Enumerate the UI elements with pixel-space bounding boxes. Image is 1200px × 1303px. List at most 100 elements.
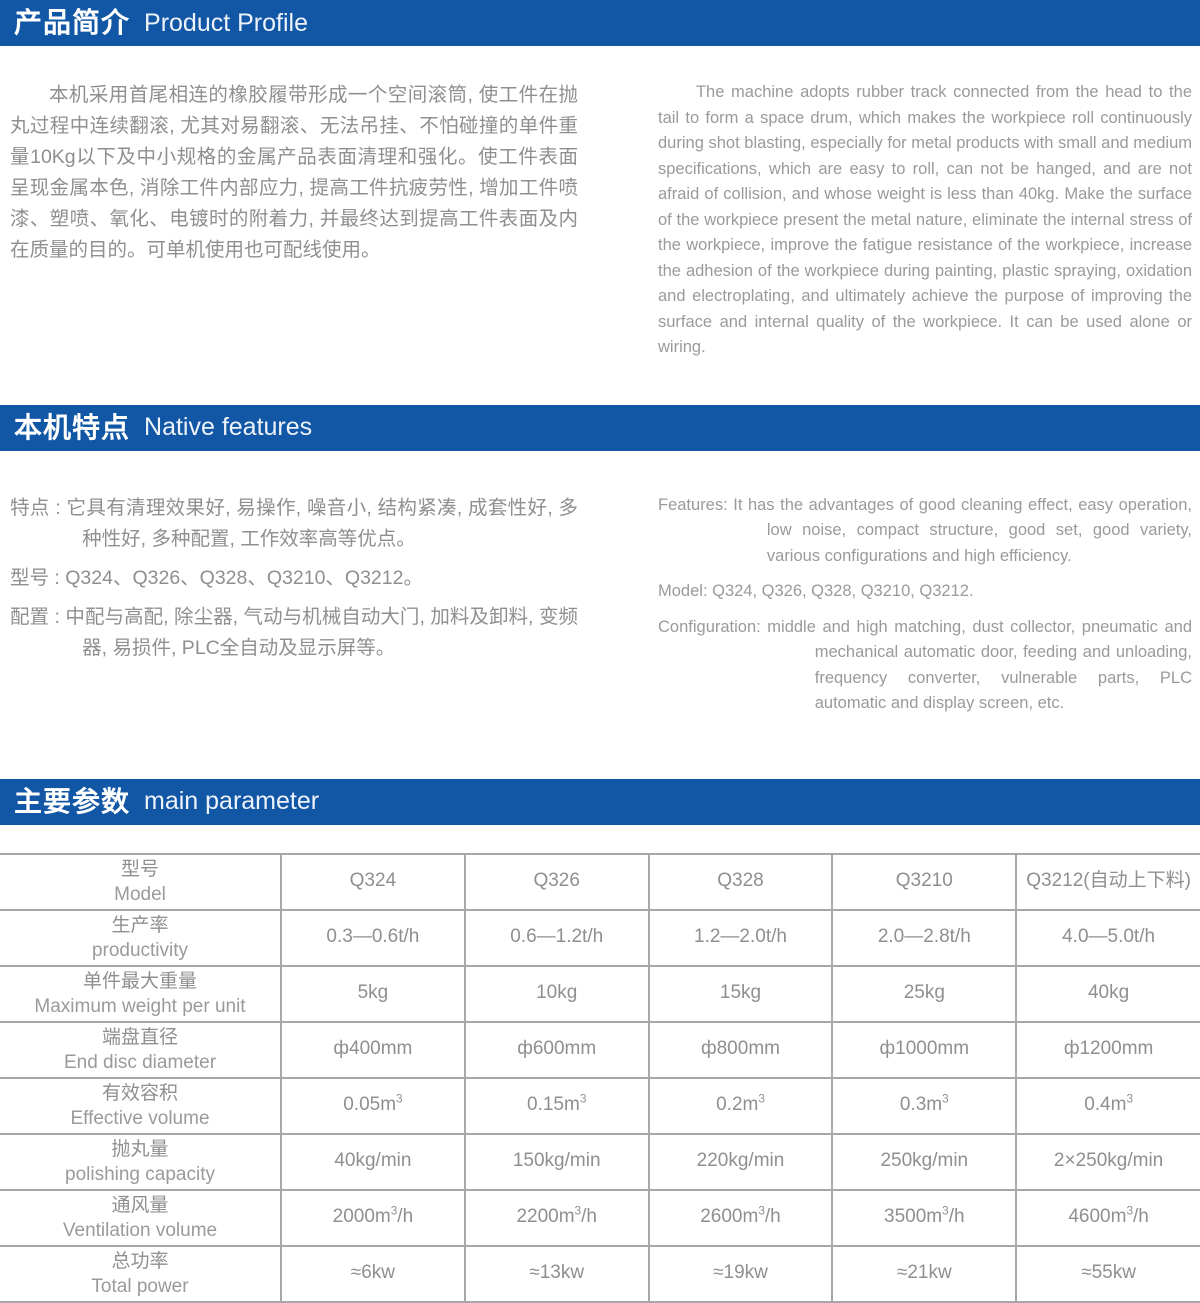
table-row-label-en: End disc diameter (63, 1051, 217, 1073)
table-row-label-cn: 单件最大重量 (82, 970, 197, 992)
table-cell: Q3212(自动上下料) (1015, 852, 1200, 911)
superscript: 3 (574, 1204, 582, 1218)
table-row: 通风量 Ventilation volume 2000m3/h 2200m3/h 260… (0, 1188, 1200, 1247)
table-cell: ф1000mm (831, 1020, 1017, 1079)
table-cell: 40kg (1015, 964, 1200, 1023)
table-row-label-cn: 总功率 (111, 1250, 169, 1272)
table-row-label-cn: 抛丸量 (111, 1138, 169, 1160)
table-row-label-en: productivity (91, 939, 189, 961)
table-cell: ≈21kw (831, 1244, 1017, 1303)
product-profile-cn-column: 本机采用首尾相连的橡胶履带形成一个空间滚筒, 使工件在抛丸过程中连续翻滚, 尤其… (0, 66, 600, 361)
table-cell: 2×250kg/min (1015, 1132, 1200, 1191)
table-cell: 2.0—2.8t/h (831, 908, 1017, 967)
section-header-main-parameter: 主要参数 main parameter (0, 778, 1200, 825)
parameter-table-body: 型号 Model Q324 Q326 Q328 Q3210 Q3212(自动上下料) 生产率 p… (0, 852, 1200, 1303)
table-row-label: 有效容积 Effective volume (0, 1076, 281, 1135)
table-row-label-cn: 生产率 (111, 914, 169, 936)
superscript: 3 (390, 1204, 398, 1218)
table-cell: 10kg (463, 964, 649, 1023)
product-profile-en-column: The machine adopts rubber track connecte… (600, 66, 1200, 361)
table-cell: 250kg/min (831, 1132, 1017, 1191)
table-cell: 0.3—0.6t/h (280, 908, 465, 967)
table-cell: 3500m3/h (831, 1188, 1017, 1247)
superscript: 3 (942, 1092, 949, 1106)
table-cell: 4.0—5.0t/h (1015, 908, 1200, 967)
feature-item-cn: 型号 : Q324、Q326、Q328、Q3210、Q3212。 (10, 566, 423, 589)
native-features-cn-column: 特点 : 它具有清理效果好, 易操作, 噪音小, 结构紧凑, 成套性好, 多种性… (0, 479, 600, 717)
feature-item-cn: 配置 : 中配与高配, 除尘器, 气动与机械自动大门, 加料及卸料, 变频器, … (10, 605, 578, 659)
section-title-cn: 本机特点 (14, 411, 131, 443)
table-cell: 15kg (647, 964, 833, 1023)
feature-item-en: Features: It has the advantages of good … (658, 495, 1192, 565)
spacer (0, 46, 1200, 66)
table-row: 有效容积 Effective volume 0.05m3 0.15m3 0.2m3 0.3… (0, 1076, 1200, 1135)
table-cell: Q324 (280, 852, 465, 911)
table-cell: ф1200mm (1015, 1020, 1200, 1079)
section-title-en: Product Profile (144, 8, 308, 37)
section-title-en: Native features (144, 413, 313, 441)
spacer (0, 361, 1200, 405)
section-title-en: main parameter (144, 787, 320, 815)
table-cell: ≈13kw (463, 1244, 649, 1303)
superscript: 3 (396, 1092, 403, 1106)
section-title-cn: 主要参数 (14, 785, 131, 817)
table-row: 端盘直径 End disc diameter ф400mm ф600mm ф800mm ф… (0, 1020, 1200, 1079)
table-row: 型号 Model Q324 Q326 Q328 Q3210 Q3212(自动上下料) (0, 852, 1200, 911)
table-cell: 40kg/min (280, 1132, 465, 1191)
superscript: 3 (758, 1092, 765, 1106)
table-row-label: 总功率 Total power (0, 1244, 281, 1303)
table-row-label-cn: 端盘直径 (101, 1026, 178, 1048)
table-cell: ф400mm (280, 1020, 465, 1079)
table-row-label: 单件最大重量 Maximum weight per unit (0, 964, 281, 1023)
section-title-cn: 产品简介 (14, 7, 131, 38)
table-cell: 1.2—2.0t/h (647, 908, 833, 967)
table-row-label-en: Ventilation volume (62, 1219, 218, 1241)
table-cell: 220kg/min (647, 1132, 833, 1191)
product-profile-paragraph-en: The machine adopts rubber track connecte… (658, 83, 1192, 356)
spacer (0, 825, 1200, 853)
feature-item-en: Model: Q324, Q326, Q328, Q3210, Q3212. (658, 582, 974, 600)
superscript: 3 (579, 1092, 587, 1106)
table-row-label-en: Total power (91, 1275, 189, 1297)
superscript: 3 (1126, 1204, 1133, 1218)
table-cell: ф800mm (647, 1020, 833, 1079)
table-row-label: 通风量 Ventilation volume (0, 1188, 281, 1247)
product-profile-columns: 本机采用首尾相连的橡胶履带形成一个空间滚筒, 使工件在抛丸过程中连续翻滚, 尤其… (0, 66, 1200, 361)
table-cell: ф600mm (463, 1020, 649, 1079)
superscript: 3 (942, 1204, 949, 1218)
table-cell: 4600m3/h (1015, 1188, 1200, 1247)
table-cell: ≈19kw (647, 1244, 833, 1303)
table-cell: Q3210 (831, 852, 1017, 911)
table-row-label-cn: 型号 (120, 858, 159, 880)
table-row: 生产率 productivity 0.3—0.6t/h 0.6—1.2t/h 1.2—2… (0, 908, 1200, 967)
table-row-label-en: polishing capacity (65, 1163, 215, 1185)
table-row: 总功率 Total power ≈6kw ≈13kw ≈19kw ≈21kw ≈55kw (0, 1244, 1200, 1303)
table-row-label-cn: 通风量 (111, 1194, 169, 1216)
table-cell: 2000m3/h (280, 1188, 465, 1247)
feature-item-cn: 特点 : 它具有清理效果好, 易操作, 噪音小, 结构紧凑, 成套性好, 多种性… (10, 496, 578, 550)
section-header-native-features: 本机特点 Native features (0, 404, 1200, 451)
table-cell: 0.3m3 (831, 1076, 1017, 1135)
spacer (0, 451, 1200, 479)
table-cell: Q326 (463, 852, 649, 911)
product-profile-paragraph-cn: 本机采用首尾相连的橡胶履带形成一个空间滚筒, 使工件在抛丸过程中连续翻滚, 尤其… (10, 84, 578, 261)
spacer (0, 717, 1200, 779)
table-row-label-en: Maximum weight per unit (34, 995, 246, 1017)
table-cell: 0.05m3 (280, 1076, 465, 1135)
table-row: 单件最大重量 Maximum weight per unit 5kg 10kg 15kg… (0, 964, 1200, 1023)
table-cell: Q328 (647, 852, 833, 911)
table-row-label: 生产率 productivity (0, 908, 281, 967)
superscript: 3 (1126, 1092, 1133, 1106)
table-row-label-cn: 有效容积 (101, 1082, 178, 1104)
table-cell: 25kg (831, 964, 1017, 1023)
native-features-en-column: Features: It has the advantages of good … (600, 479, 1200, 717)
table-cell: ≈6kw (280, 1244, 465, 1303)
table-cell: 5kg (280, 964, 465, 1023)
table-cell: 0.4m3 (1015, 1076, 1200, 1135)
superscript: 3 (758, 1204, 765, 1218)
table-row-label: 抛丸量 polishing capacity (0, 1132, 281, 1191)
table-row-label: 端盘直径 End disc diameter (0, 1020, 281, 1079)
parameter-table: 型号 Model Q324 Q326 Q328 Q3210 Q3212(自动上下料) 生产率 p… (0, 852, 1200, 1303)
section-header-product-profile: 产品简介 Product Profile (0, 0, 1200, 46)
table-row-label-en: Model (114, 883, 166, 905)
